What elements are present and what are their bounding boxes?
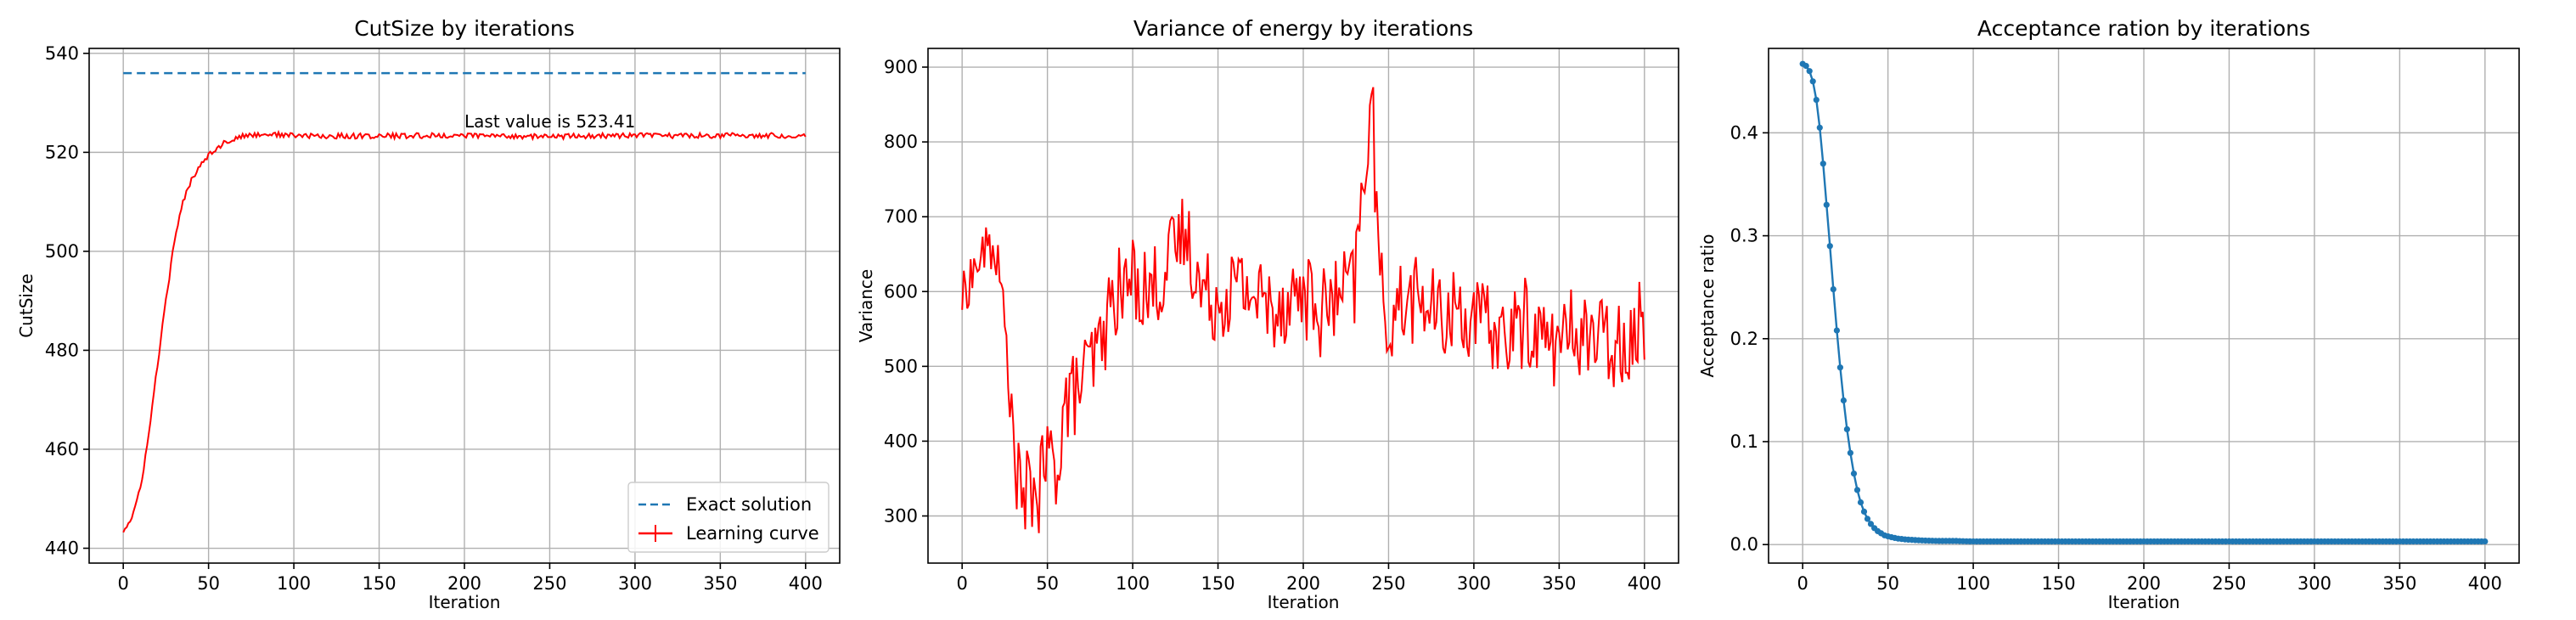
x-tick-label: 100 (277, 573, 311, 594)
x-tick-label: 150 (1201, 573, 1235, 594)
y-tick-label: 500 (884, 356, 918, 376)
acceptance-chart: Acceptance ration by iterations 0 50 100 15… (1697, 16, 2520, 612)
series-point (1836, 364, 1843, 371)
series-line-variance (961, 87, 1645, 533)
y-tick-label: 440 (45, 538, 79, 559)
series-point (1853, 487, 1861, 493)
y-tick-label: 0.1 (1730, 431, 1758, 452)
y-tick-label: 480 (45, 340, 79, 360)
x-tick-label: 100 (1956, 573, 1990, 594)
x-tick-label: 150 (362, 573, 396, 594)
x-tick-label: 250 (2212, 573, 2246, 594)
x-tick-label: 300 (1457, 573, 1491, 594)
series-point (1864, 516, 1871, 522)
x-tick-label: 50 (1036, 573, 1059, 594)
y-tick-label: 400 (884, 431, 918, 451)
y-tick-label: 0.2 (1730, 329, 1758, 349)
x-axis-label: Iteration (429, 592, 501, 612)
chart-title: CutSize by iterations (354, 16, 575, 41)
series-line-learning-curve (122, 129, 807, 533)
series-point (1816, 124, 1823, 131)
x-tick-label: 50 (1876, 573, 1899, 594)
y-tick-label: 900 (884, 57, 918, 77)
x-tick-label: 350 (1542, 573, 1576, 594)
cutsize-chart: CutSize by iterations 0 50 100 150 200 250 300… (16, 16, 841, 612)
series-point (1847, 449, 1853, 456)
variance-chart: Variance of energy by iterations 0 50 100 1… (856, 16, 1679, 612)
x-tick-label: 50 (197, 573, 220, 594)
series-point (1813, 97, 1820, 104)
y-tick-label: 460 (45, 439, 79, 459)
x-tick-label: 400 (789, 573, 823, 594)
y-tick-label: 600 (884, 281, 918, 302)
legend: Exact solution Learning curve (627, 482, 830, 553)
x-tick-label: 400 (1628, 573, 1662, 594)
x-tick-label: 200 (1286, 573, 1320, 594)
legend-label-exact-solution: Exact solution (686, 494, 812, 515)
x-tick-label: 0 (117, 573, 128, 594)
x-tick-label: 150 (2041, 573, 2075, 594)
x-tick-label: 400 (2468, 573, 2502, 594)
series-point (1857, 499, 1865, 506)
last-value-annotation: Last value is 523.41 (464, 111, 635, 132)
y-axis-label: CutSize (16, 273, 37, 338)
series-point (1840, 397, 1847, 404)
chart-title: Acceptance ration by iterations (1977, 16, 2310, 41)
series-point (1803, 63, 1809, 70)
series-point (1826, 243, 1833, 250)
series-point (1850, 471, 1858, 477)
legend-frame (627, 482, 830, 553)
x-tick-label: 300 (618, 573, 652, 594)
y-axis-label: Acceptance ratio (1697, 234, 1718, 378)
x-tick-label: 250 (1371, 573, 1405, 594)
series-point (1843, 426, 1850, 432)
x-tick-label: 0 (956, 573, 967, 594)
y-tick-label: 800 (884, 132, 918, 152)
series-point (2482, 538, 2489, 545)
legend-label-learning-curve: Learning curve (686, 523, 819, 544)
y-tick-label: 300 (884, 506, 918, 527)
y-tick-label: 540 (45, 43, 79, 64)
series-point (1823, 201, 1830, 208)
series-point (1809, 78, 1816, 85)
x-axis-label: Iteration (1268, 592, 1340, 612)
y-tick-label: 0.0 (1730, 534, 1758, 555)
x-tick-label: 100 (1116, 573, 1150, 594)
y-axis-label: Variance (856, 269, 876, 342)
x-tick-label: 200 (2127, 573, 2161, 594)
series-point (1860, 508, 1868, 516)
y-tick-label: 700 (884, 206, 918, 227)
y-tick-label: 0.4 (1730, 122, 1758, 143)
x-tick-label: 200 (447, 573, 481, 594)
y-tick-label: 500 (45, 241, 79, 262)
series-point (1867, 521, 1875, 527)
y-tick-label: 0.3 (1730, 226, 1758, 246)
series-point (1806, 68, 1813, 75)
chart-title: Variance of energy by iterations (1133, 16, 1473, 41)
x-tick-label: 350 (703, 573, 737, 594)
x-axis-label: Iteration (2108, 592, 2180, 612)
x-tick-label: 300 (2298, 573, 2331, 594)
x-tick-label: 350 (2382, 573, 2416, 594)
x-tick-label: 250 (532, 573, 566, 594)
series-point (1820, 161, 1826, 167)
x-tick-label: 0 (1797, 573, 1808, 594)
series-point (1830, 286, 1836, 293)
y-tick-label: 520 (45, 142, 79, 162)
series-point (1833, 327, 1840, 334)
